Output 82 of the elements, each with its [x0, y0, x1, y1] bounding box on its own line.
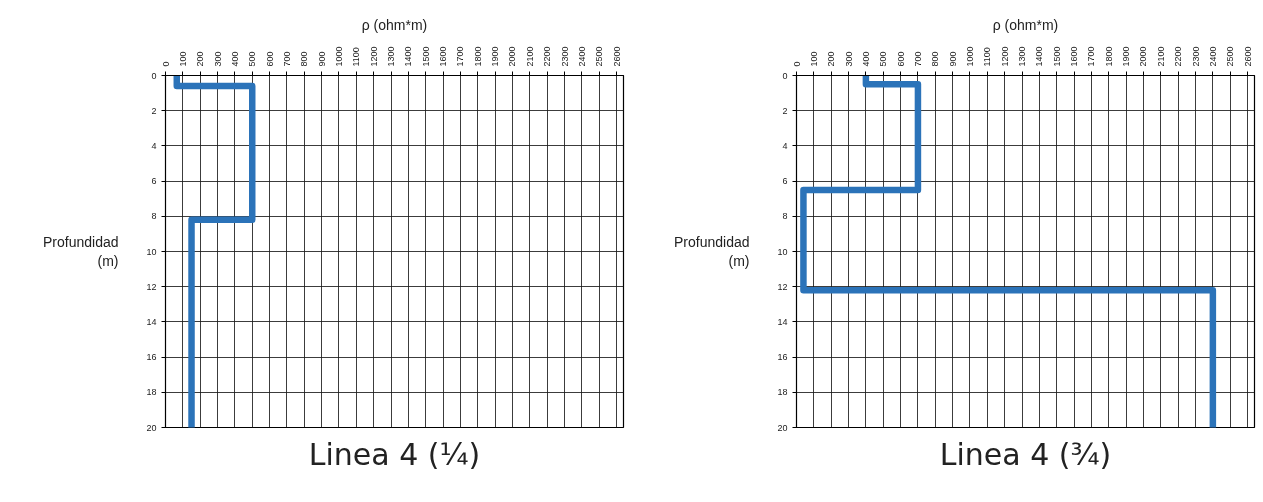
x-tick-label: 0: [160, 61, 171, 67]
y-tick-label: 6: [151, 176, 157, 187]
x-tick-label: 1600: [438, 46, 449, 67]
x-tick-label: 2000: [1138, 46, 1149, 67]
x-tick-label: 1100: [982, 47, 993, 67]
x-tick-label: 100: [808, 51, 819, 67]
x-tick-label: 900: [947, 51, 958, 67]
y-tick-label: 2: [782, 105, 788, 116]
x-tick-label: 600: [264, 51, 275, 67]
x-tick-label: 2200: [1173, 46, 1184, 67]
x-tick-label: 2300: [559, 46, 570, 67]
x-tick-label: 800: [930, 51, 941, 67]
y-tick-label: 4: [151, 140, 157, 151]
text: Linea 4 (¼): [308, 436, 481, 472]
y-tick-label: 20: [146, 422, 157, 433]
y-tick-label: 10: [777, 246, 788, 257]
y-tick-label: 14: [777, 316, 788, 327]
x-axis-title: ρ (ohm*m): [361, 17, 428, 34]
x-tick-label: 1200: [999, 46, 1010, 67]
x-tick-label: 300: [843, 51, 854, 67]
x-tick-label: 200: [195, 51, 206, 67]
x-tick-label: 0: [791, 61, 802, 67]
x-tick-label: 2500: [1225, 46, 1236, 67]
x-tick-label: 1600: [1069, 46, 1080, 67]
x-tick-label: 600: [895, 51, 906, 67]
x-tick-label: 2100: [1155, 46, 1166, 67]
x-tick-label: 2400: [1207, 46, 1218, 67]
y-tick-label: 12: [146, 281, 157, 292]
y-tick-label: 18: [777, 387, 788, 398]
x-tick-label: 1700: [455, 46, 466, 67]
x-tick-label: 2500: [594, 46, 605, 67]
y-tick-label: 8: [151, 211, 157, 222]
y-tick-label: 12: [777, 281, 788, 292]
y-tick-label: 20: [777, 422, 788, 433]
x-tick-label: 2400: [576, 46, 587, 67]
y-tick-label: 10: [146, 246, 157, 257]
y-tick-label: 18: [146, 387, 157, 398]
y-axis-title: Profundidad (m): [42, 233, 119, 270]
x-tick-label: 800: [299, 51, 310, 67]
x-tick-label: 1800: [472, 46, 483, 67]
x-tick-label: 2100: [524, 46, 535, 67]
x-tick-label: 300: [212, 51, 223, 67]
x-tick-label: 1900: [490, 46, 501, 67]
x-tick-label: 2600: [1242, 46, 1253, 67]
y-tick-label: 16: [777, 352, 788, 363]
x-tick-label: 2200: [542, 46, 553, 67]
text: Linea 4 (¾): [939, 436, 1112, 472]
y-axis-title: Profundidad (m): [673, 233, 750, 270]
x-tick-label: 900: [316, 51, 327, 67]
x-tick-label: 1500: [420, 46, 431, 67]
x-tick-label: 700: [281, 51, 292, 67]
x-tick-label: 400: [860, 51, 871, 67]
x-tick-label: 2300: [1190, 46, 1201, 67]
y-tick-label: 0: [782, 70, 788, 81]
x-tick-label: 1800: [1103, 46, 1114, 67]
x-tick-label: 500: [247, 51, 258, 67]
y-tick-label: 4: [782, 140, 788, 151]
x-tick-label: 1500: [1051, 46, 1062, 67]
x-tick-label: 1400: [1034, 46, 1045, 67]
x-tick-label: 1700: [1086, 46, 1097, 67]
x-tick-label: 2600: [611, 46, 622, 67]
x-tick-label: 1200: [368, 46, 379, 67]
y-tick-label: 16: [146, 352, 157, 363]
x-tick-label: 700: [912, 51, 923, 67]
x-tick-label: 2000: [507, 46, 518, 67]
x-tick-label: 1000: [964, 46, 975, 67]
x-tick-label: 1100: [351, 47, 362, 67]
y-tick-label: 8: [782, 211, 788, 222]
x-tick-label: 200: [826, 51, 837, 67]
x-tick-label: 500: [878, 51, 889, 67]
y-tick-label: 2: [151, 105, 157, 116]
x-tick-label: 1000: [333, 46, 344, 67]
y-tick-label: 0: [151, 70, 157, 81]
x-tick-label: 1300: [1017, 46, 1028, 67]
x-tick-label: 100: [177, 51, 188, 67]
x-axis-title: ρ (ohm*m): [992, 17, 1059, 34]
x-tick-label: 400: [229, 51, 240, 67]
x-tick-label: 1300: [386, 46, 397, 67]
x-tick-label: 1900: [1121, 46, 1132, 67]
y-tick-label: 14: [146, 316, 157, 327]
y-tick-label: 6: [782, 176, 788, 187]
x-tick-label: 1400: [403, 46, 414, 67]
